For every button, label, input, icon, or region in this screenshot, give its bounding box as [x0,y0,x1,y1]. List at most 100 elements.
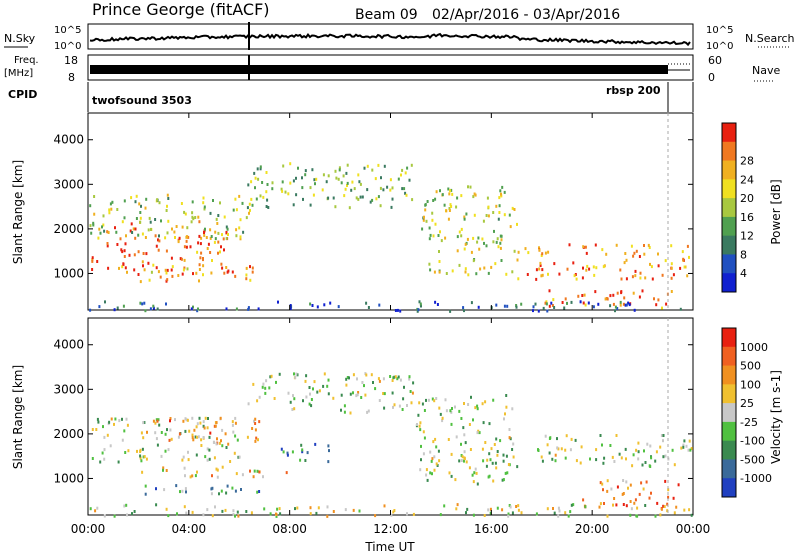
velocity-cell [191,436,194,440]
velocity-cell [262,475,264,479]
power-cell [406,166,409,170]
velocity-cell [496,453,499,457]
velocity-cell [476,407,479,411]
velocity-cell [535,512,538,516]
power-cell [144,206,147,210]
velocity-cell [690,447,693,450]
power-cell [186,235,188,239]
velocity-cell [229,460,232,463]
power-cell [106,230,109,234]
power-cell [548,289,551,293]
power-cell [358,180,361,184]
velocity-cell [194,474,197,478]
velocity-cell [687,448,690,452]
power-cell [601,248,604,252]
power-cell [181,272,184,276]
power-cell [418,300,421,304]
velocity-cell [291,450,294,454]
velocity-cell [431,472,433,476]
velocity-cell [183,466,186,470]
power-cell [513,208,516,211]
velocity-cell [473,471,476,475]
power-cell [540,274,543,278]
velocity-cell [280,447,283,451]
velocity-cell [675,505,678,509]
power-cell [248,211,250,215]
velocity-cell [146,430,148,434]
velocity-cell [269,375,272,379]
velocity-cell [564,456,567,460]
power-cell [511,206,514,210]
velocity-cell [444,398,447,402]
power-cell [289,307,292,311]
velocity-cell [191,416,194,420]
power-cell [499,234,502,238]
power-cell [91,258,94,262]
velocity-cell [144,484,147,488]
velocity-plot-area [87,317,694,516]
velocity-cell [490,447,493,451]
power-cell [200,251,203,255]
velocity-cell [126,423,129,427]
power-colorbar-label: Power [dB] [769,179,783,244]
power-cell [378,303,381,307]
power-cell [114,226,116,230]
power-cell [295,176,297,180]
velocity-cell [488,452,491,456]
velocity-cell [179,490,181,494]
velocity-colorbar-tick: -100 [740,435,765,448]
velocity-cell [181,489,184,493]
velocity-cell [507,514,510,518]
velocity-cell [169,417,172,420]
power-cell [628,303,631,307]
power-cell [323,303,326,307]
power-cell [121,220,124,224]
nave-tick-bottom: 0 [708,71,715,84]
velocity-cell [204,455,207,459]
velocity-cell [200,444,203,447]
power-cell [438,270,441,274]
power-ylabel: Slant Range [km] [11,160,25,264]
power-cell [503,213,506,217]
power-cell [539,264,542,267]
velocity-cell [304,379,307,383]
velocity-cell [667,488,670,492]
power-cell [93,195,96,198]
power-cell [558,272,561,276]
power-cell [650,265,653,269]
power-cell [166,231,169,235]
velocity-cell [602,461,605,465]
power-cell [251,270,254,274]
velocity-cell [123,504,126,508]
velocity-cell [156,419,159,423]
power-cell [500,238,503,242]
velocity-cell [258,420,261,424]
velocity-cell [610,487,613,491]
velocity-cell [557,514,560,518]
velocity-cell [372,381,374,384]
power-cell [239,235,242,239]
power-cell [585,251,588,255]
power-cell [301,186,304,190]
power-cell [638,295,641,299]
power-cell [495,303,498,307]
power-cell [338,166,341,170]
velocity-cell [439,412,442,416]
power-cell [203,233,206,237]
velocity-cell [343,404,346,408]
velocity-cell [309,392,311,396]
power-cell [433,270,436,274]
power-cell [226,270,229,274]
power-cell [420,304,422,308]
power-cell [101,225,103,229]
velocity-cell [162,468,164,472]
power-cell [432,199,435,202]
velocity-cell [314,442,317,446]
power-colorbar-tick: 4 [740,267,747,280]
power-cell [122,304,125,308]
velocity-cell [305,395,308,399]
velocity-cell [554,459,557,463]
velocity-cell [293,372,295,376]
velocity-cell [103,457,106,461]
velocity-cell [472,480,475,484]
